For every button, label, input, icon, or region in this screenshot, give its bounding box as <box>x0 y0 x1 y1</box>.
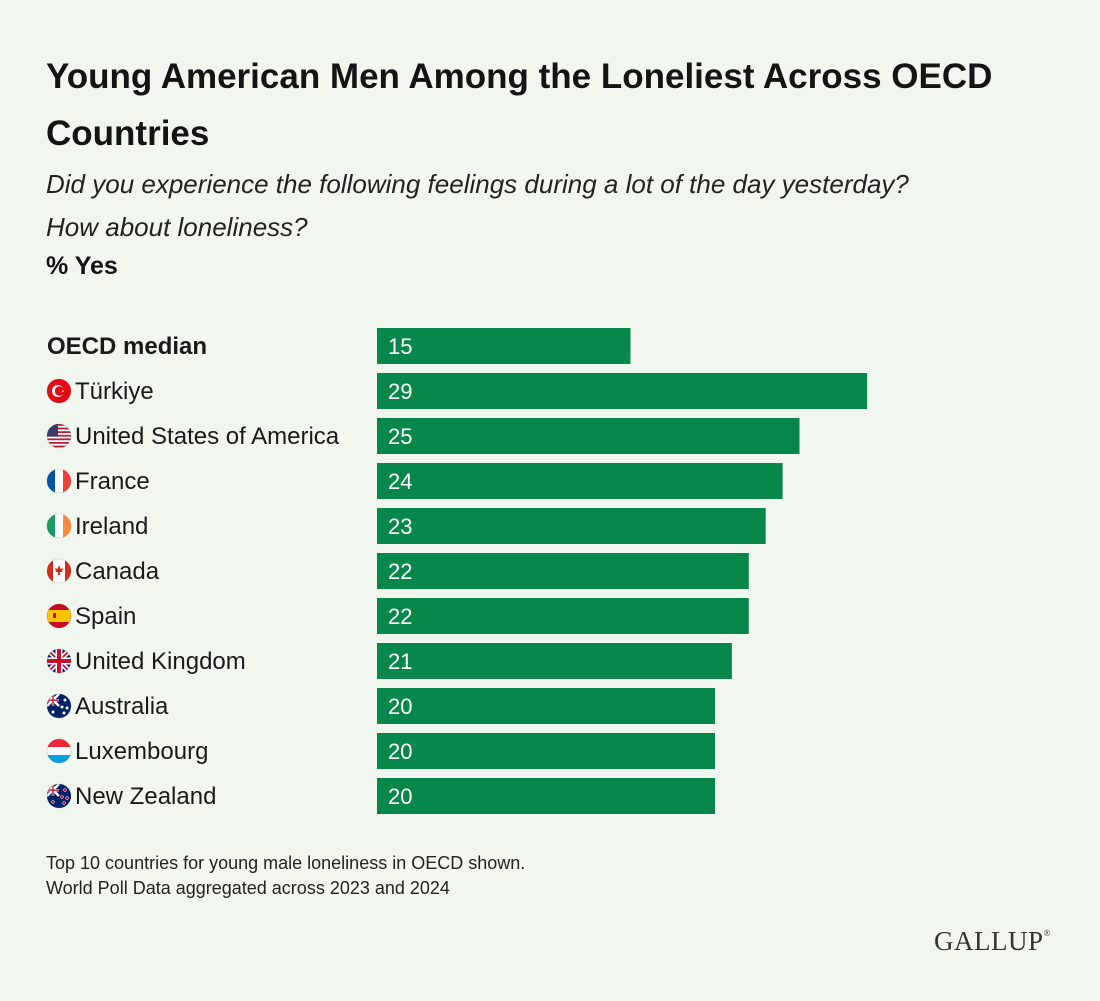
usa-flag-icon <box>46 423 72 449</box>
bar-row: Canada 22 <box>46 553 749 589</box>
bar-row: OECD median 15 <box>47 328 631 364</box>
category-label: Spain <box>75 603 136 630</box>
bar <box>377 553 749 589</box>
luxembourg-flag-icon <box>46 738 72 764</box>
bar-row: New Zealand 20 <box>46 778 715 814</box>
bar <box>377 418 800 454</box>
bar-row: Türkiye 29 <box>46 373 868 409</box>
footnote-line-1: Top 10 countries for young male loneline… <box>46 853 526 873</box>
bar <box>377 778 715 814</box>
bar <box>377 598 749 634</box>
logo-text: GALLUP <box>934 926 1044 956</box>
footnote-line-2: World Poll Data aggregated across 2023 a… <box>46 878 450 898</box>
value-label: 20 <box>388 694 412 719</box>
spain-flag-icon <box>46 603 72 629</box>
bar-row: Spain 22 <box>46 598 749 634</box>
value-label: 23 <box>388 514 412 539</box>
uk-flag-icon <box>46 648 72 674</box>
canada-flag-icon <box>46 558 72 584</box>
category-label: Canada <box>75 558 160 585</box>
bar-row: United States of America 25 <box>46 418 800 454</box>
bar <box>377 733 715 769</box>
chart-subtitle: Did you experience the following feeling… <box>46 163 1066 249</box>
unit-label: % Yes <box>46 252 118 280</box>
value-label: 29 <box>388 379 412 404</box>
category-label: Türkiye <box>75 378 154 405</box>
value-label: 24 <box>388 469 412 494</box>
category-label: United Kingdom <box>75 648 246 675</box>
chart-footnote: Top 10 countries for young male loneline… <box>46 851 525 901</box>
bar-row: Luxembourg 20 <box>46 733 715 769</box>
value-label: 20 <box>388 784 412 809</box>
bar <box>377 508 766 544</box>
category-label: France <box>75 468 150 495</box>
category-label: United States of America <box>75 423 340 450</box>
category-label: Ireland <box>75 513 148 540</box>
bar <box>377 688 715 724</box>
new-zealand-flag-icon <box>46 783 72 809</box>
bar <box>377 373 868 409</box>
australia-flag-icon <box>46 693 72 719</box>
subtitle-line-2: How about loneliness? <box>46 212 308 242</box>
bar-row: Australia 20 <box>46 688 715 724</box>
category-label: OECD median <box>47 333 207 360</box>
value-label: 25 <box>388 424 412 449</box>
bar <box>377 328 631 364</box>
value-label: 21 <box>388 649 412 674</box>
bar-row: Ireland 23 <box>46 508 766 544</box>
bar <box>377 643 732 679</box>
registered-mark: ® <box>1043 928 1051 938</box>
category-label: Australia <box>75 693 169 720</box>
subtitle-line-1: Did you experience the following feeling… <box>46 169 909 199</box>
bar-row: France 24 <box>46 463 783 499</box>
value-label: 22 <box>388 604 412 629</box>
gallup-logo: GALLUP® <box>934 926 1051 957</box>
value-label: 20 <box>388 739 412 764</box>
chart-title: Young American Men Among the Loneliest A… <box>46 57 993 153</box>
turkey-flag-icon <box>46 378 72 404</box>
value-label: 22 <box>388 559 412 584</box>
category-label: Luxembourg <box>75 738 208 765</box>
ireland-flag-icon <box>46 513 72 539</box>
france-flag-icon <box>46 468 72 494</box>
category-label: New Zealand <box>75 783 216 810</box>
bar-row: United Kingdom 21 <box>46 643 732 679</box>
value-label: 15 <box>388 334 412 359</box>
bar <box>377 463 783 499</box>
